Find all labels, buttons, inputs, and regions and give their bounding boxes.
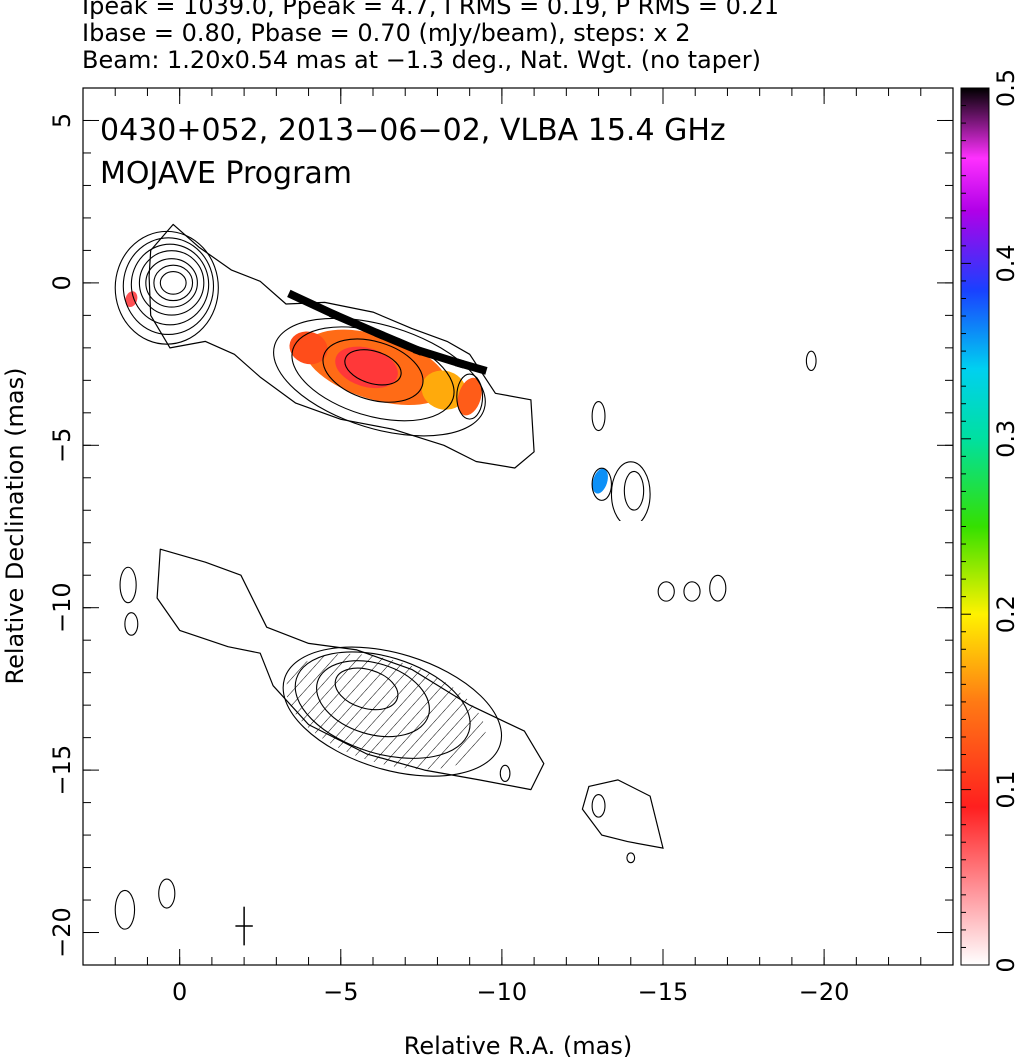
- header-line-2: Ibase = 0.80, Pbase = 0.70 (mJy/beam), s…: [82, 19, 691, 47]
- intensity-contour: [291, 326, 455, 422]
- lower-contour: [282, 646, 503, 777]
- intensity-contour: [273, 317, 486, 437]
- lower-knot-contour: [581, 779, 664, 849]
- header-line-1: Ipeak = 1039.0, Ppeak = 4.7, I RMS = 0.1…: [82, 0, 780, 20]
- intensity-contour: [122, 237, 215, 336]
- lower-contour: [294, 651, 471, 759]
- polarization-region: [125, 291, 138, 308]
- hatched-polarization-region: [286, 653, 486, 770]
- colorbar-tick-label: 0.3: [992, 420, 1020, 458]
- polarization-region: [592, 468, 608, 494]
- map-annotation-program: MOJAVE Program: [100, 156, 352, 191]
- x-tick-label: −15: [638, 978, 689, 1006]
- x-tick-label: 0: [172, 978, 187, 1006]
- lower-contour: [591, 794, 606, 818]
- colorbar-tick-label: 0.2: [992, 595, 1020, 633]
- x-tick-label: −20: [799, 978, 850, 1006]
- y-tick-label: 5: [48, 113, 76, 128]
- intensity-contour: [159, 271, 187, 295]
- intensity-contour: [138, 250, 205, 316]
- y-tick-label: 0: [48, 275, 76, 290]
- y-tick-label: −10: [48, 582, 76, 633]
- intensity-contour: [322, 338, 424, 403]
- x-tick-label: −5: [323, 978, 358, 1006]
- jet-outer-contour: [148, 223, 535, 469]
- map-annotation-title: 0430+052, 2013−06−02, VLBA 15.4 GHz: [100, 113, 726, 148]
- colorbar-tick-label: 0.1: [992, 771, 1020, 809]
- colorbar-tick-label: 0.4: [992, 244, 1020, 282]
- polarization-edge-high: [374, 328, 424, 356]
- intensity-contour: [130, 243, 210, 326]
- lower-contour: [316, 660, 430, 738]
- intensity-contour: [558, 762, 568, 778]
- lower-contour: [114, 889, 136, 930]
- lower-contour: [124, 612, 139, 636]
- lower-contour: [158, 878, 176, 909]
- colorbar-tick-label: 0: [992, 957, 1020, 972]
- lower-contour: [683, 581, 701, 602]
- intensity-contour: [145, 258, 198, 308]
- intensity-contour: [843, 851, 862, 883]
- y-tick-label: −20: [48, 907, 76, 958]
- polarization-region: [421, 370, 467, 410]
- polarization-region: [457, 377, 482, 416]
- intensity-contour: [806, 676, 816, 695]
- intensity-contour: [610, 461, 651, 521]
- y-axis-label: Relative Declination (mas): [1, 367, 29, 684]
- lower-outer-contour: [156, 548, 545, 791]
- lower-contour: [119, 566, 137, 604]
- colorbar-tick-label: 0.5: [992, 69, 1020, 107]
- lower-contour: [334, 667, 399, 711]
- intensity-contour: [592, 730, 605, 759]
- intensity-contour: [843, 528, 862, 557]
- x-axis-label: Relative R.A. (mas): [404, 1032, 632, 1060]
- intensity-contour: [153, 264, 194, 302]
- intensity-contour: [623, 470, 645, 511]
- y-tick-label: −15: [48, 745, 76, 796]
- y-tick-label: −5: [48, 428, 76, 463]
- intensity-contour: [456, 373, 484, 420]
- lower-contour: [626, 852, 636, 864]
- lower-contour: [499, 764, 511, 782]
- polarization-region: [335, 346, 398, 389]
- x-tick-label: −10: [477, 978, 528, 1006]
- header-line-3: Beam: 1.20x0.54 mas at −1.3 deg., Nat. W…: [82, 46, 761, 74]
- polarization-edge-high: [287, 289, 340, 320]
- intensity-contour: [344, 349, 402, 386]
- lower-contour: [709, 574, 727, 602]
- lower-contour: [657, 581, 675, 602]
- intensity-contour: [591, 401, 606, 432]
- intensity-contour: [114, 230, 219, 345]
- intensity-contour: [591, 467, 612, 501]
- plot-frame: [82, 87, 954, 966]
- intensity-contour: [805, 350, 817, 372]
